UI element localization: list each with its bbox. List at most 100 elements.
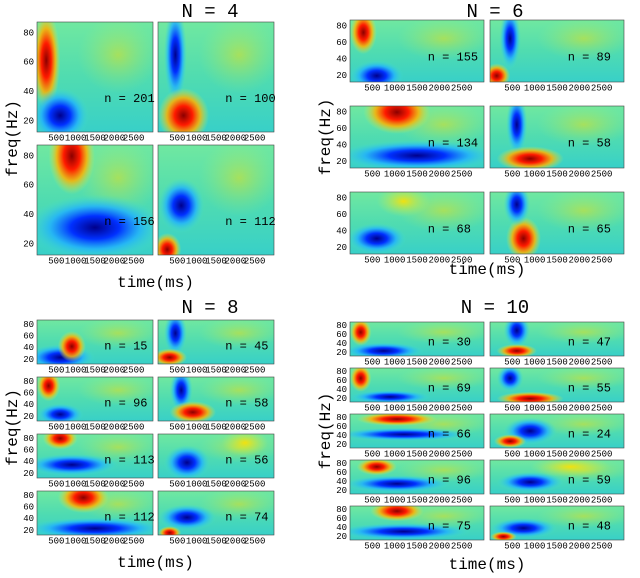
count-label: n = 75 (428, 520, 471, 534)
heatmap-halo (77, 434, 153, 463)
y-tick-label: 80 (336, 108, 347, 118)
y-tick-label: 60 (336, 422, 347, 432)
x-tick-label: 2000 (569, 83, 591, 93)
x-tick-label: 500 (169, 536, 185, 546)
panel-title: N = 6 (466, 1, 523, 23)
x-tick-label: 1000 (65, 133, 87, 143)
subplot: n = 89 500 1000 1500 2000 2500 (489, 19, 625, 93)
x-tick-label: 2000 (225, 133, 247, 143)
x-tick-label: 500 (364, 83, 380, 93)
heatmap-blob (350, 368, 372, 392)
x-tick-label: 2000 (104, 479, 126, 489)
y-tick-label: 80 (23, 28, 34, 38)
x-tick-label: 1500 (546, 541, 568, 551)
x-tick-label: 1500 (406, 541, 428, 551)
x-tick-label: 500 (504, 495, 520, 505)
x-tick-label: 1500 (546, 357, 568, 367)
y-tick-label: 40 (23, 343, 34, 353)
y-tick-label: 40 (336, 339, 347, 349)
x-tick-label: 1000 (524, 169, 546, 179)
x-tick-label: 1000 (65, 365, 87, 375)
x-tick-label: 2000 (429, 83, 451, 93)
x-tick-label: 500 (48, 536, 64, 546)
x-tick-label: 2000 (225, 422, 247, 432)
x-tick-label: 2500 (591, 403, 613, 413)
x-tick-label: 2500 (451, 255, 473, 265)
x-tick-label: 1500 (205, 133, 227, 143)
heatmap-blob (350, 427, 471, 442)
x-tick-label: 1500 (546, 495, 568, 505)
heatmap (37, 145, 153, 255)
x-tick-label: 2000 (429, 495, 451, 505)
y-axis-label: freq(Hz) (317, 99, 335, 176)
x-tick-label: 500 (364, 357, 380, 367)
y-tick-label: 80 (336, 22, 347, 32)
x-tick-label: 2000 (429, 403, 451, 413)
heatmap-halo (536, 368, 624, 391)
y-tick-label: 40 (23, 87, 34, 97)
x-tick-label: 1000 (524, 357, 546, 367)
x-tick-label: 2500 (591, 449, 613, 459)
x-tick-label: 2500 (591, 83, 613, 93)
x-tick-label: 2500 (451, 495, 473, 505)
heatmap-halo (536, 20, 624, 61)
heatmap-halo (198, 377, 274, 406)
y-tick-label: 60 (336, 38, 347, 48)
heatmap-blob (158, 178, 205, 233)
x-tick-label: 2500 (451, 83, 473, 93)
x-tick-label: 2000 (569, 449, 591, 459)
frame (349, 191, 485, 255)
count-label: n = 65 (568, 222, 611, 236)
subplot: n = 24 500 1000 1500 2000 2500 (489, 413, 625, 459)
x-tick-label: 2000 (104, 365, 126, 375)
y-tick-label: 20 (23, 412, 34, 422)
x-tick-label: 1000 (384, 357, 406, 367)
heatmap-blob (37, 22, 61, 110)
y-tick-label: 40 (336, 477, 347, 487)
x-tick-label: 500 (364, 541, 380, 551)
count-label: n = 112 (225, 215, 275, 229)
x-tick-label: 2000 (104, 256, 126, 266)
subplot: n = 48 500 1000 1500 2000 2500 (489, 505, 625, 551)
count-label: n = 30 (428, 336, 471, 350)
frame (489, 367, 625, 403)
frame (36, 490, 154, 536)
panel-title: N = 10 (461, 297, 529, 319)
heatmap (490, 192, 624, 254)
y-tick-label: 60 (336, 330, 347, 340)
x-tick-label: 500 (48, 256, 64, 266)
x-tick-label: 2500 (123, 536, 145, 546)
heatmap-blob (503, 322, 531, 348)
x-tick-label: 500 (504, 255, 520, 265)
x-tick-label: 2500 (244, 256, 266, 266)
heatmap (158, 320, 274, 364)
x-tick-label: 500 (169, 422, 185, 432)
x-tick-label: 2500 (244, 133, 266, 143)
x-axis-label: time(ms) (117, 554, 194, 572)
heatmap-blob (37, 88, 90, 132)
heatmap-blob (221, 434, 269, 456)
x-tick-label: 2500 (123, 133, 145, 143)
y-tick-label: 20 (23, 355, 34, 365)
x-axis-label: time(ms) (449, 556, 526, 574)
frame (349, 19, 485, 83)
x-tick-label: 500 (169, 479, 185, 489)
y-tick-label: 20 (336, 394, 347, 404)
x-tick-label: 1000 (186, 479, 208, 489)
subplot: n = 68 500 1000 1500 2000 2500 80 60 40 20 (336, 191, 485, 265)
count-label: n = 134 (428, 136, 478, 150)
heatmap (490, 106, 624, 168)
x-tick-label: 1000 (524, 83, 546, 93)
heatmap-blob (496, 146, 564, 168)
x-tick-label: 1000 (186, 536, 208, 546)
x-tick-label: 500 (48, 479, 64, 489)
x-tick-label: 1000 (524, 403, 546, 413)
x-tick-label: 2500 (451, 169, 473, 179)
heatmap-blob (496, 344, 537, 356)
